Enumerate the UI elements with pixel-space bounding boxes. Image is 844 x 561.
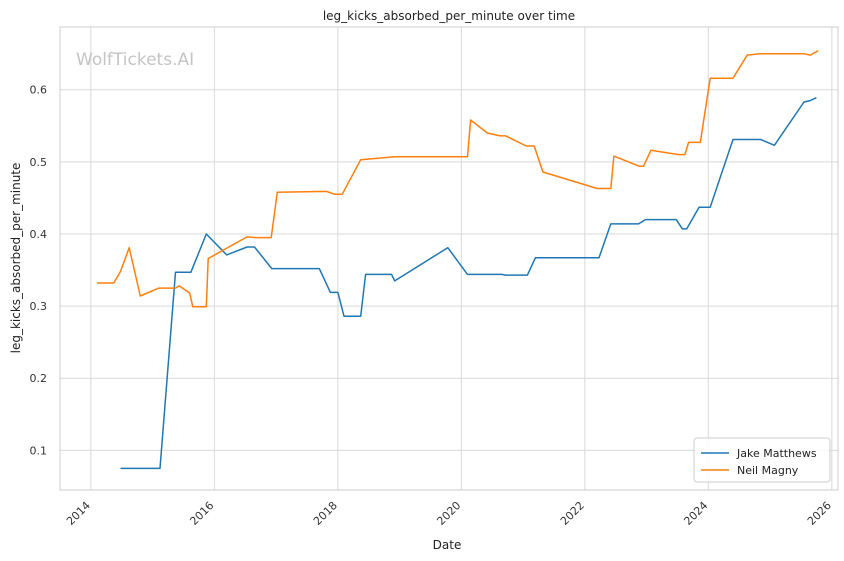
chart-title: leg_kicks_absorbed_per_minute over time <box>323 9 575 23</box>
plot-frame <box>59 26 839 491</box>
series-line-neil-magny <box>97 50 819 308</box>
y-tick-label: 0.5 <box>30 156 48 169</box>
y-tick-label: 0.3 <box>30 300 48 313</box>
plot-area <box>60 27 838 490</box>
y-tick-label: 0.1 <box>30 444 48 457</box>
gridlines <box>60 27 838 490</box>
y-axis-label: leg_kicks_absorbed_per_minute <box>9 163 23 354</box>
legend-box <box>693 437 831 483</box>
y-tick-labels: 0.1 0.2 0.3 0.4 0.5 0.6 <box>30 84 48 458</box>
y-tick-label: 0.4 <box>30 228 48 241</box>
watermark-text: WolfTickets.AI <box>76 50 194 70</box>
legend-label-neil-magny: Neil Magny <box>737 464 799 477</box>
legend-label-jake-matthews: Jake Matthews <box>736 447 817 460</box>
series-line-jake-matthews <box>120 97 817 470</box>
y-tick-label: 0.2 <box>30 372 48 385</box>
y-tick-label: 0.6 <box>30 84 48 97</box>
legend: Jake Matthews Neil Magny <box>693 437 831 483</box>
series-layer <box>97 50 819 470</box>
x-axis-label: Date <box>433 538 462 552</box>
